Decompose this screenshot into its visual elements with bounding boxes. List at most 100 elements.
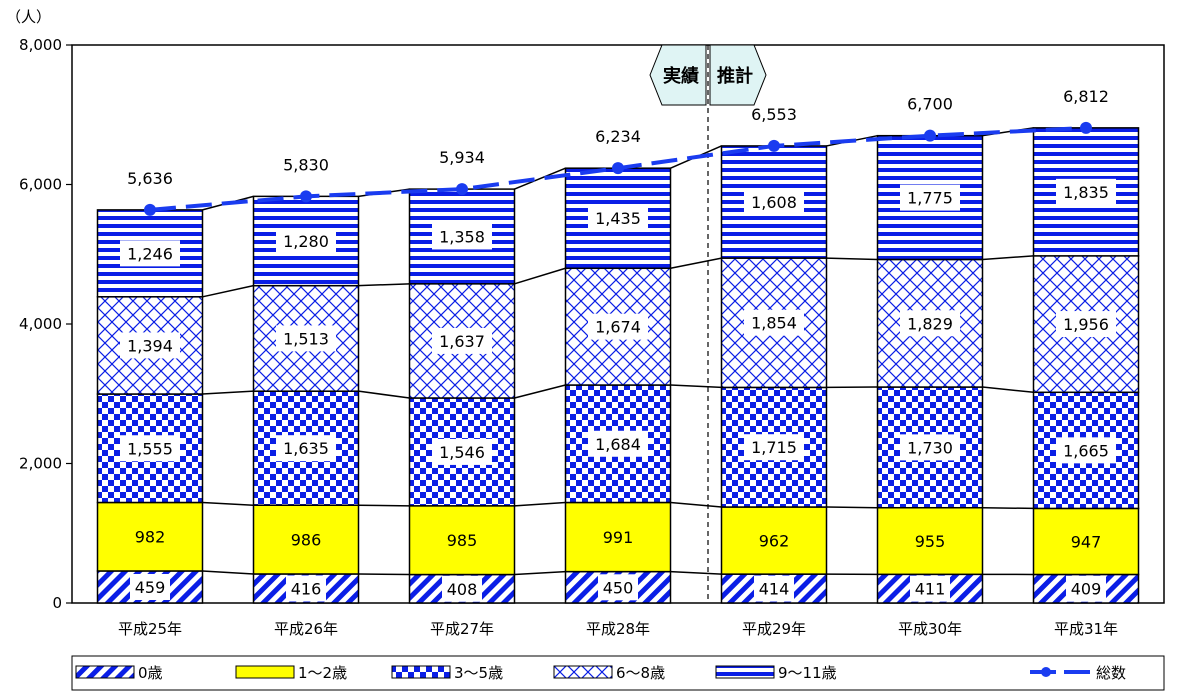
total-point bbox=[144, 203, 156, 216]
legend-label: 6～8歳 bbox=[616, 664, 665, 682]
bar-segment bbox=[96, 501, 204, 572]
connector-line bbox=[358, 573, 410, 576]
data-label: 1,674 bbox=[595, 318, 641, 337]
total-point bbox=[924, 129, 936, 142]
data-label-bg bbox=[286, 575, 326, 602]
data-label: 409 bbox=[1071, 580, 1102, 599]
data-label: 1,513 bbox=[283, 329, 329, 348]
data-label: 991 bbox=[603, 528, 634, 547]
bar-segment bbox=[720, 506, 828, 575]
data-label-bg bbox=[900, 434, 960, 461]
data-label: 411 bbox=[915, 580, 946, 599]
data-label-bg bbox=[588, 313, 648, 340]
data-label: 1,246 bbox=[127, 244, 173, 263]
legend-swatch bbox=[391, 665, 451, 679]
data-label: 1,435 bbox=[595, 209, 641, 228]
x-tick-label: 平成30年 bbox=[898, 620, 962, 638]
y-tick-label: 6,000 bbox=[19, 176, 62, 194]
total-label: 5,830 bbox=[283, 155, 329, 174]
actual-label: 実績 bbox=[663, 65, 699, 87]
data-label: 985 bbox=[447, 531, 478, 550]
forecast-arrow bbox=[709, 44, 767, 106]
data-label-bg bbox=[120, 332, 180, 359]
data-label: 1,775 bbox=[907, 189, 953, 208]
total-series: 5,636 5,830 5,934 6,234 6,553 6,700 6,812 bbox=[127, 87, 1109, 216]
connector-line bbox=[670, 501, 722, 508]
data-label-bg bbox=[588, 430, 648, 457]
data-label-bg bbox=[588, 205, 648, 232]
data-label: 982 bbox=[135, 528, 166, 547]
data-label-bg bbox=[276, 435, 336, 462]
total-point bbox=[456, 183, 468, 196]
data-label-bg bbox=[1056, 311, 1116, 338]
legend-swatch bbox=[235, 665, 295, 679]
bar-segment bbox=[408, 505, 516, 576]
data-label-bg bbox=[598, 574, 638, 601]
data-label-bg bbox=[442, 575, 482, 602]
y-axis-ticks: 0 2,000 4,000 6,000 8,000 bbox=[19, 36, 72, 612]
connector-line bbox=[982, 506, 1034, 510]
data-label-bg bbox=[744, 434, 804, 461]
bar-segment bbox=[1032, 507, 1140, 576]
connector-line bbox=[514, 167, 566, 190]
data-label-bg bbox=[432, 438, 492, 465]
connector-line bbox=[670, 570, 722, 575]
connector-line bbox=[358, 504, 410, 507]
data-label-bg bbox=[910, 575, 950, 602]
data-label: 414 bbox=[759, 580, 790, 599]
bar-segment bbox=[96, 296, 204, 395]
data-label: 450 bbox=[603, 578, 634, 597]
connector-line bbox=[202, 284, 254, 298]
data-label-bg bbox=[432, 327, 492, 354]
data-label-bg bbox=[1066, 575, 1106, 602]
data-label-bg bbox=[744, 309, 804, 336]
data-label: 1,665 bbox=[1063, 441, 1109, 460]
data-label-bg bbox=[900, 184, 960, 211]
bar-segment bbox=[876, 506, 984, 576]
data-label: 459 bbox=[135, 578, 166, 597]
data-label: 1,555 bbox=[127, 439, 173, 458]
data-label: 1,394 bbox=[127, 336, 173, 355]
x-tick-label: 平成27年 bbox=[430, 620, 494, 638]
total-point bbox=[1080, 121, 1092, 134]
legend-marker bbox=[1041, 667, 1051, 677]
data-label: 1,730 bbox=[907, 438, 953, 457]
connector-line bbox=[202, 390, 254, 395]
legend-label: 3～5歳 bbox=[454, 664, 503, 682]
data-label-bg bbox=[1056, 178, 1116, 205]
legend: 0歳 1～2歳 3～5歳 6～8歳 9～11歳 総数 bbox=[71, 655, 1165, 691]
data-label: 416 bbox=[291, 579, 322, 598]
legend-label: 0歳 bbox=[138, 664, 163, 682]
connector-line bbox=[826, 257, 878, 261]
data-label-bg bbox=[276, 227, 336, 254]
legend-label: 1～2歳 bbox=[298, 664, 347, 682]
legend-swatch bbox=[553, 665, 613, 679]
connector-line bbox=[514, 384, 566, 399]
data-label: 408 bbox=[447, 580, 478, 599]
data-label-bg bbox=[120, 435, 180, 462]
x-tick-label: 平成29年 bbox=[742, 620, 806, 638]
total-point bbox=[612, 162, 624, 175]
data-label: 955 bbox=[915, 532, 946, 551]
connector-line bbox=[358, 283, 410, 287]
actual-arrow bbox=[649, 44, 707, 106]
x-tick-label: 平成31年 bbox=[1054, 620, 1118, 638]
y-tick-label: 0 bbox=[52, 594, 62, 612]
data-label: 1,684 bbox=[595, 435, 641, 454]
legend-swatch bbox=[715, 665, 775, 679]
connector-line bbox=[202, 570, 254, 575]
connector-line bbox=[826, 506, 878, 509]
total-point bbox=[768, 139, 780, 152]
connector-line bbox=[670, 384, 722, 389]
x-axis-labels: 平成25年 平成26年 平成27年 平成28年 平成29年 平成30年 平成31年 bbox=[118, 620, 1118, 638]
actual-forecast-divider: 実績 推計 bbox=[649, 44, 767, 603]
y-tick-label: 8,000 bbox=[19, 36, 62, 54]
data-label-bg bbox=[130, 573, 170, 600]
data-label: 986 bbox=[291, 531, 322, 550]
forecast-label: 推計 bbox=[717, 65, 753, 87]
data-label-bg bbox=[120, 240, 180, 267]
x-tick-label: 平成26年 bbox=[274, 620, 338, 638]
total-label: 6,553 bbox=[751, 105, 797, 124]
data-label-bg bbox=[276, 325, 336, 352]
